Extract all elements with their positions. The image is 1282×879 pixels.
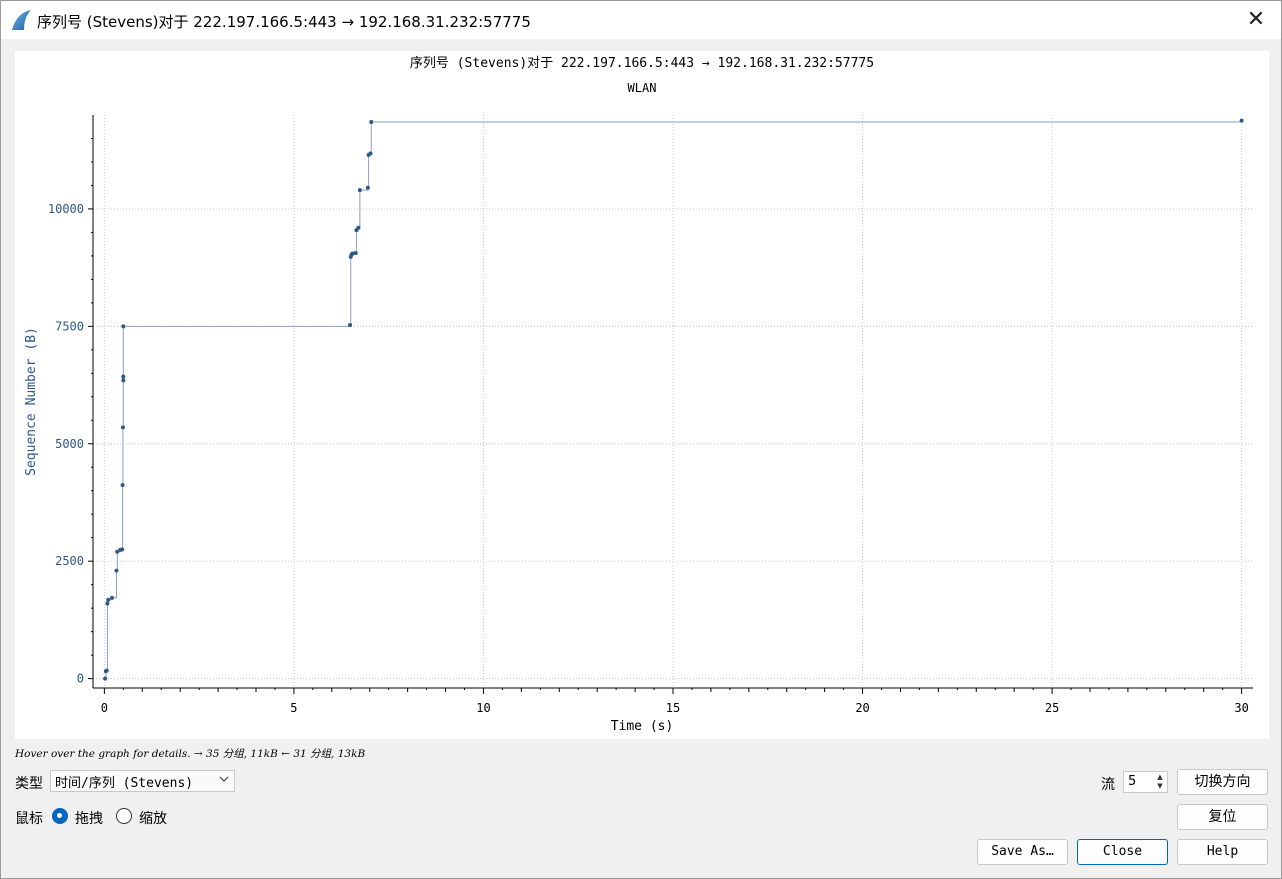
data-point	[120, 483, 125, 488]
graph-area[interactable]: 序列号 (Stevens)对于 222.197.166.5:443 → 192.…	[15, 51, 1269, 739]
stream-value: 5	[1128, 774, 1137, 789]
y-tick-label: 2500	[55, 554, 84, 568]
data-point	[114, 568, 119, 573]
spin-down-icon[interactable]: ▼	[1157, 782, 1163, 790]
hover-hint: Hover over the graph for details. → 35 分…	[15, 748, 366, 760]
zoom-radio-label[interactable]: 缩放	[139, 811, 167, 827]
data-point	[115, 549, 120, 554]
stream-label: 流	[1101, 777, 1115, 793]
data-point	[121, 378, 126, 383]
chart-title: 序列号 (Stevens)对于 222.197.166.5:443 → 192.…	[410, 56, 874, 71]
window-title: 序列号 (Stevens)对于 222.197.166.5:443 → 192.…	[37, 13, 531, 31]
y-tick-label: 7500	[55, 319, 84, 333]
data-point	[369, 120, 374, 125]
x-tick-label: 5	[290, 701, 297, 715]
stream-spinbox[interactable]: 5 ▲ ▼	[1123, 771, 1168, 793]
data-point	[104, 668, 109, 673]
x-tick-label: 30	[1234, 701, 1248, 715]
zoom-radio[interactable]	[116, 808, 132, 824]
data-point	[1239, 118, 1244, 123]
data-point	[350, 251, 355, 256]
reset-button[interactable]: 复位	[1177, 804, 1268, 830]
sequence-chart[interactable]: 序列号 (Stevens)对于 222.197.166.5:443 → 192.…	[15, 51, 1269, 739]
x-tick-label: 20	[855, 701, 869, 715]
save-as-button[interactable]: Save As…	[977, 839, 1068, 865]
data-point	[356, 225, 361, 230]
x-tick-label: 25	[1045, 701, 1059, 715]
x-tick-label: 0	[101, 701, 108, 715]
y-tick-label: 10000	[48, 202, 84, 216]
spin-arrows: ▲ ▼	[1154, 773, 1166, 791]
data-point	[120, 547, 125, 552]
data-point	[103, 676, 108, 681]
help-button[interactable]: Help	[1177, 839, 1268, 865]
type-label: 类型	[15, 776, 43, 792]
title-bar: 序列号 (Stevens)对于 222.197.166.5:443 → 192.…	[1, 1, 1281, 39]
close-window-icon[interactable]: ✕	[1246, 7, 1266, 32]
data-point	[121, 324, 126, 329]
data-point	[368, 151, 373, 156]
data-point	[120, 425, 125, 430]
wireshark-fin-icon	[12, 10, 31, 30]
switch-direction-button[interactable]: 切换方向	[1177, 769, 1268, 795]
drag-radio-label[interactable]: 拖拽	[75, 811, 103, 827]
y-axis-label: Sequence Number (B)	[24, 327, 39, 476]
x-tick-label: 10	[476, 701, 490, 715]
data-point	[109, 595, 114, 600]
series-line	[105, 120, 1243, 680]
y-tick-label: 5000	[55, 437, 84, 451]
data-point	[106, 597, 111, 602]
x-axis-label: Time (s)	[611, 719, 674, 734]
data-point	[105, 601, 110, 606]
chevron-down-icon	[219, 776, 229, 782]
mouse-label: 鼠标	[15, 811, 43, 827]
data-point	[121, 374, 126, 379]
data-point	[348, 322, 353, 327]
graph-type-value: 时间/序列 (Stevens)	[55, 776, 194, 791]
data-point	[365, 185, 370, 190]
close-button[interactable]: Close	[1077, 839, 1168, 865]
x-tick-label: 15	[666, 701, 680, 715]
graph-type-select[interactable]: 时间/序列 (Stevens)	[50, 770, 235, 792]
spin-up-icon[interactable]: ▲	[1157, 773, 1163, 781]
y-tick-label: 0	[77, 672, 84, 686]
data-point	[353, 251, 358, 256]
drag-radio[interactable]	[52, 808, 68, 824]
data-point	[357, 188, 362, 193]
chart-subtitle: WLAN	[628, 81, 657, 95]
